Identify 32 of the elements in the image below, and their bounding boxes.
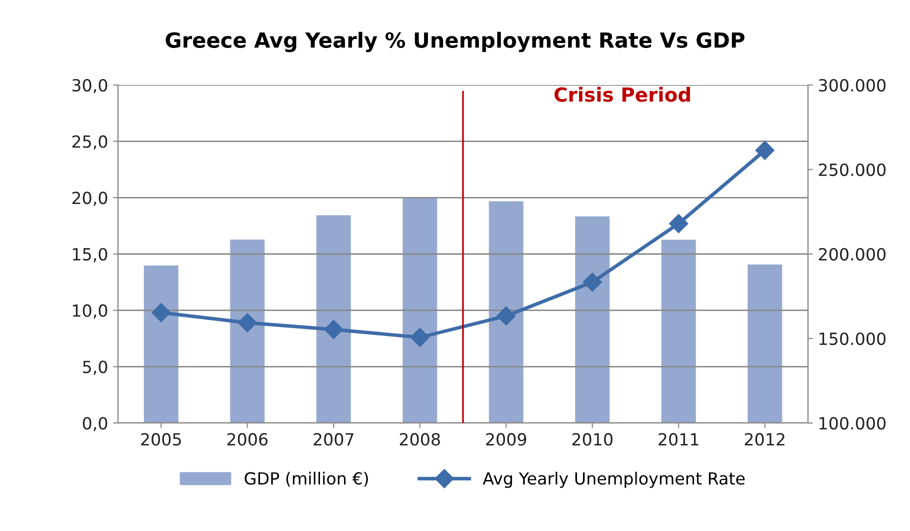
point	[152, 303, 171, 322]
y2-tick-label: 250.000	[818, 163, 886, 176]
y2-tick-label: 150.000	[820, 332, 886, 346]
y-tick-label: 30,0	[72, 78, 108, 94]
point	[410, 328, 430, 347]
point	[669, 214, 688, 234]
point	[755, 140, 774, 160]
point	[582, 272, 602, 292]
y-tick-label: 5,0	[83, 360, 108, 375]
point	[496, 306, 516, 326]
point	[324, 320, 344, 340]
x-tick-label: 2006	[227, 433, 268, 446]
y-tick-label: 20,0	[72, 192, 108, 206]
x-tick-label: 2007	[314, 433, 354, 446]
y2-tick-label: 300.000	[818, 78, 886, 92]
y-tick-label: 0,0	[82, 416, 108, 432]
legend-label: GDP (million €)	[244, 472, 368, 487]
y-tick-label: 25,0	[72, 135, 108, 150]
chart-title: Greece Avg Yearly % Unemployment Rate Vs GDP	[166, 32, 744, 52]
x-tick-label: 2010	[572, 433, 612, 446]
legend-label: Avg Yearly Unemployment Rate	[482, 472, 745, 488]
x-tick-label: 2008	[400, 433, 440, 446]
x-tick-label: 2012	[744, 433, 784, 446]
x-tick-label: 2009	[486, 433, 526, 446]
y-tick-label: 15,0	[73, 248, 108, 262]
ref-line-label: Crisis Period	[554, 86, 690, 102]
x-tick-label: 2005	[141, 433, 181, 446]
point	[238, 313, 257, 332]
y2-tick-label: 100.000	[820, 416, 886, 430]
y-tick-label: 10,0	[73, 304, 108, 319]
x-tick-label: 2011	[658, 433, 698, 446]
y2-tick-label: 200.000	[818, 248, 886, 261]
